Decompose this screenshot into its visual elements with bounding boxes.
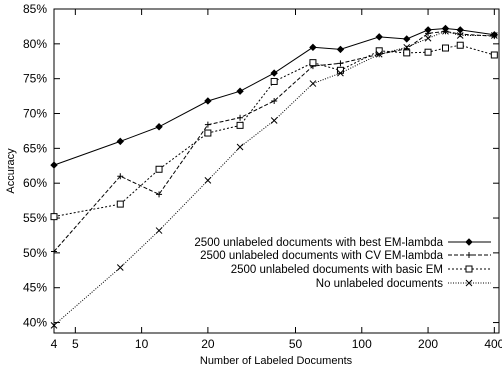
data-point xyxy=(156,191,163,198)
data-point xyxy=(441,44,449,52)
data-point xyxy=(236,121,244,129)
y-tick-label: 65% xyxy=(23,141,47,155)
y-tick-label: 45% xyxy=(23,281,47,295)
data-point xyxy=(204,121,211,128)
series-1 xyxy=(50,24,499,169)
data-point xyxy=(375,47,383,55)
data-point xyxy=(116,200,124,208)
data-point xyxy=(270,69,278,77)
data-point xyxy=(309,59,317,67)
data-point xyxy=(309,43,317,52)
x-tick-label: 20 xyxy=(201,337,215,351)
y-tick-label: 80% xyxy=(23,37,47,51)
data-point xyxy=(490,32,498,39)
data-point xyxy=(309,80,317,87)
data-point xyxy=(456,41,464,49)
legend-label: 2500 unlabeled documents with CV EM-lamb… xyxy=(200,250,444,262)
data-point xyxy=(50,321,58,329)
series-3 xyxy=(50,41,498,221)
data-point xyxy=(236,87,244,95)
data-point xyxy=(403,43,411,51)
data-point xyxy=(117,173,124,180)
data-point xyxy=(375,33,383,41)
y-tick-label: 85% xyxy=(23,2,47,16)
legend-marker xyxy=(465,279,473,287)
legend-label: 2500 unlabeled documents with basic EM xyxy=(231,264,443,276)
x-tick-label: 10 xyxy=(135,337,149,351)
data-point xyxy=(375,50,383,58)
data-point xyxy=(403,35,411,43)
data-point xyxy=(237,114,244,121)
data-point xyxy=(116,264,124,271)
data-point xyxy=(424,48,432,56)
y-tick-label: 70% xyxy=(23,107,47,121)
data-point xyxy=(50,213,58,221)
series-4 xyxy=(50,27,498,329)
data-point xyxy=(155,165,163,173)
x-tick-label: 5 xyxy=(72,337,79,351)
data-point xyxy=(403,49,411,57)
x-tick-label: 4 xyxy=(51,337,58,351)
data-point xyxy=(155,123,163,131)
data-point xyxy=(116,137,124,146)
y-tick-label: 50% xyxy=(23,246,47,260)
y-tick-label: 40% xyxy=(23,316,47,330)
data-point xyxy=(337,69,344,77)
legend: 2500 unlabeled documents with best EM-la… xyxy=(194,237,491,290)
legend-label: No unlabeled documents xyxy=(316,278,443,290)
data-point xyxy=(236,143,244,151)
data-point xyxy=(442,27,449,35)
y-axis-label: Accuracy xyxy=(5,148,17,194)
y-tick-label: 75% xyxy=(23,72,47,86)
data-point xyxy=(204,177,212,184)
x-tick-label: 400 xyxy=(484,337,502,351)
data-point xyxy=(456,32,464,39)
data-point xyxy=(271,97,278,104)
data-point xyxy=(270,117,278,124)
axis-ticks: 4 5 10 20 50 100 200 400 40% 45% 50% 55% 60% 65% 70% 75… xyxy=(23,2,502,351)
data-point xyxy=(204,97,212,105)
series-line xyxy=(53,44,495,218)
legend-marker xyxy=(465,265,473,273)
data-point xyxy=(155,227,163,234)
data-point xyxy=(337,60,344,67)
data-point xyxy=(204,129,212,137)
series-line xyxy=(53,30,495,326)
data-point xyxy=(270,77,278,85)
data-point xyxy=(51,248,57,255)
legend-marker xyxy=(466,252,472,258)
y-tick-label: 60% xyxy=(23,176,47,190)
data-point xyxy=(336,45,345,54)
data-point xyxy=(50,161,58,169)
x-axis-label: Number of Labeled Documents xyxy=(200,355,353,367)
x-tick-label: 100 xyxy=(352,337,372,351)
plot-frame xyxy=(53,8,500,334)
data-point xyxy=(424,34,432,42)
y-tick-label: 55% xyxy=(23,211,47,225)
x-tick-label: 200 xyxy=(418,337,438,351)
legend-label: 2500 unlabeled documents with best EM-la… xyxy=(194,237,443,249)
legend-marker xyxy=(465,238,473,246)
series-layer xyxy=(50,24,499,329)
x-tick-label: 50 xyxy=(289,337,303,351)
data-point xyxy=(425,30,432,37)
data-point xyxy=(490,51,498,59)
